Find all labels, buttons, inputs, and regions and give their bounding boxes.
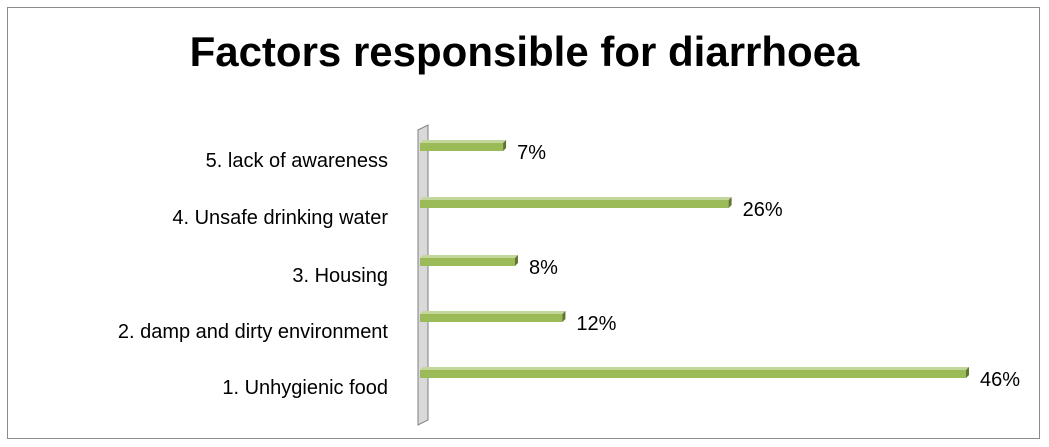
data-label: 26% [743,199,783,221]
category-label: 4. Unsafe drinking water [172,207,388,229]
bar [420,367,969,378]
data-label: 8% [529,257,558,279]
bar [420,197,732,208]
category-label: 2. damp and dirty environment [118,321,389,343]
data-label: 12% [576,313,616,335]
chart-title: Factors responsible for diarrhoea [189,28,860,75]
category-axis-wall [417,124,429,426]
category-label: 5. lack of awareness [206,150,388,172]
category-label: 1. Unhygienic food [222,377,388,399]
data-label: 7% [517,142,546,164]
data-label: 46% [980,369,1020,391]
bar [420,255,518,266]
category-label: 3. Housing [292,265,388,287]
bar [420,140,507,151]
bar [420,311,566,322]
